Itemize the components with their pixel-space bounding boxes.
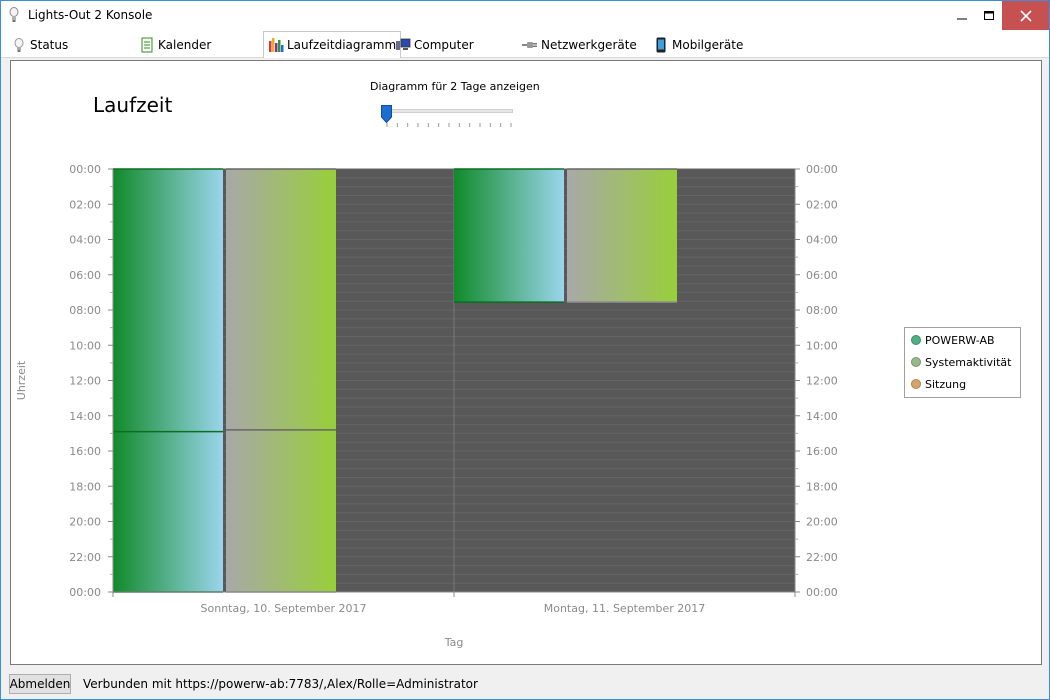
y-tick-label: 20:00 [806, 516, 838, 529]
minimize-icon [957, 18, 967, 19]
tab-kalender[interactable]: Kalender [139, 31, 211, 58]
close-button[interactable] [1002, 1, 1049, 30]
maximize-button[interactable] [974, 1, 1004, 30]
y-tick-label: 00:00 [69, 586, 101, 599]
y-tick-label: 04:00 [806, 234, 838, 247]
y-tick-label: 22:00 [806, 551, 838, 564]
y-tick-label: 06:00 [806, 269, 838, 282]
title-bar[interactable]: Lights-Out 2 Konsole [1, 1, 1049, 30]
bar-segment [226, 429, 336, 592]
x-axis-label: Tag [444, 636, 464, 649]
y-tick-label: 12:00 [69, 375, 101, 388]
runtime-chart: 00:00 00:00 02:00 02:00 04:00 04:00 06:00 06:00… [15, 163, 838, 649]
y-tick-label: 00:00 [806, 163, 838, 176]
x-tick-label: Sonntag, 10. September 2017 [201, 602, 367, 615]
tab-netzwerkgeraete[interactable]: Netzwerkgeräte [522, 31, 637, 58]
y-tick-label: 04:00 [69, 234, 101, 247]
days-slider-thumb[interactable] [381, 105, 392, 123]
chart-legend: POWERW-AB Systemaktivität Sitzung [904, 327, 1021, 398]
y-tick-label: 10:00 [69, 339, 101, 352]
slider-label: Diagramm für 2 Tage anzeigen [370, 80, 540, 93]
y-tick-label: 18:00 [806, 480, 838, 493]
y-tick-label: 08:00 [806, 304, 838, 317]
y-tick-label: 12:00 [806, 375, 838, 388]
y-tick-label: 00:00 [806, 586, 838, 599]
bulb-icon [14, 37, 24, 52]
y-tick-label: 22:00 [69, 551, 101, 564]
legend-item-systemaktivitaet: Systemaktivität [911, 353, 1011, 371]
legend-dot [911, 379, 921, 389]
bar-segment [113, 169, 223, 432]
network-plug-icon [522, 41, 537, 48]
tab-status[interactable]: Status [11, 31, 68, 58]
chart-panel: Laufzeit Diagramm für 2 Tage anzeigen 00… [10, 60, 1042, 665]
x-tick-label: Montag, 11. September 2017 [544, 602, 706, 615]
computer-icon [396, 38, 411, 50]
tab-label: Kalender [158, 37, 212, 52]
page-title: Laufzeit [93, 93, 173, 117]
y-tick-label: 02:00 [806, 198, 838, 211]
y-tick-label: 14:00 [69, 410, 101, 423]
y-tick-label: 16:00 [69, 445, 101, 458]
y-tick-label: 00:00 [69, 163, 101, 176]
mobile-phone-icon [656, 37, 666, 52]
tab-computer[interactable]: Computer [395, 31, 474, 58]
minimize-button[interactable] [947, 1, 977, 30]
y-tick-label: 18:00 [69, 480, 101, 493]
tab-bar: Status Kalender Laufzeitdiagramm Compute… [1, 30, 1049, 58]
bar-segment [567, 169, 677, 303]
y-tick-label: 06:00 [69, 269, 101, 282]
y-tick-label: 10:00 [806, 339, 838, 352]
y-tick-label: 02:00 [69, 198, 101, 211]
y-tick-label: 08:00 [69, 304, 101, 317]
calendar-icon [141, 37, 153, 52]
legend-item-sitzung: Sitzung [911, 375, 966, 393]
legend-dot [911, 335, 921, 345]
y-tick-label: 16:00 [806, 445, 838, 458]
tab-mobilgeraete[interactable]: Mobilgeräte [653, 31, 743, 58]
bar-segment [226, 169, 336, 430]
slider-ticks [386, 123, 512, 127]
legend-label: Systemaktivität [925, 355, 1012, 369]
legend-dot [911, 357, 921, 367]
legend-label: POWERW-AB [925, 333, 995, 347]
legend-item-powerw-ab: POWERW-AB [911, 331, 995, 349]
connection-status: Verbunden mit https://powerw-ab:7783/,Al… [83, 677, 478, 691]
bar-segment [454, 169, 564, 303]
close-icon [1019, 9, 1032, 22]
tab-label: Netzwerkgeräte [541, 37, 637, 52]
status-bar: Abmelden Verbunden mit https://powerw-ab… [1, 669, 1049, 699]
y-tick-label: 20:00 [69, 516, 101, 529]
maximize-icon [984, 10, 994, 20]
y-tick-label: 14:00 [806, 410, 838, 423]
logout-button[interactable]: Abmelden [9, 674, 71, 694]
tab-label: Mobilgeräte [672, 37, 744, 52]
window-title: Lights-Out 2 Konsole [28, 8, 153, 22]
bar-chart-icon [269, 38, 284, 52]
y-axis-label: Uhrzeit [15, 360, 28, 400]
tab-label: Laufzeitdiagramm [287, 38, 397, 52]
tab-laufzeitdiagramm[interactable]: Laufzeitdiagramm [263, 31, 402, 58]
bulb-icon [9, 7, 19, 22]
legend-label: Sitzung [925, 377, 967, 391]
bar-segment [113, 431, 223, 592]
tab-label: Computer [414, 37, 474, 52]
tab-label: Status [30, 37, 69, 52]
